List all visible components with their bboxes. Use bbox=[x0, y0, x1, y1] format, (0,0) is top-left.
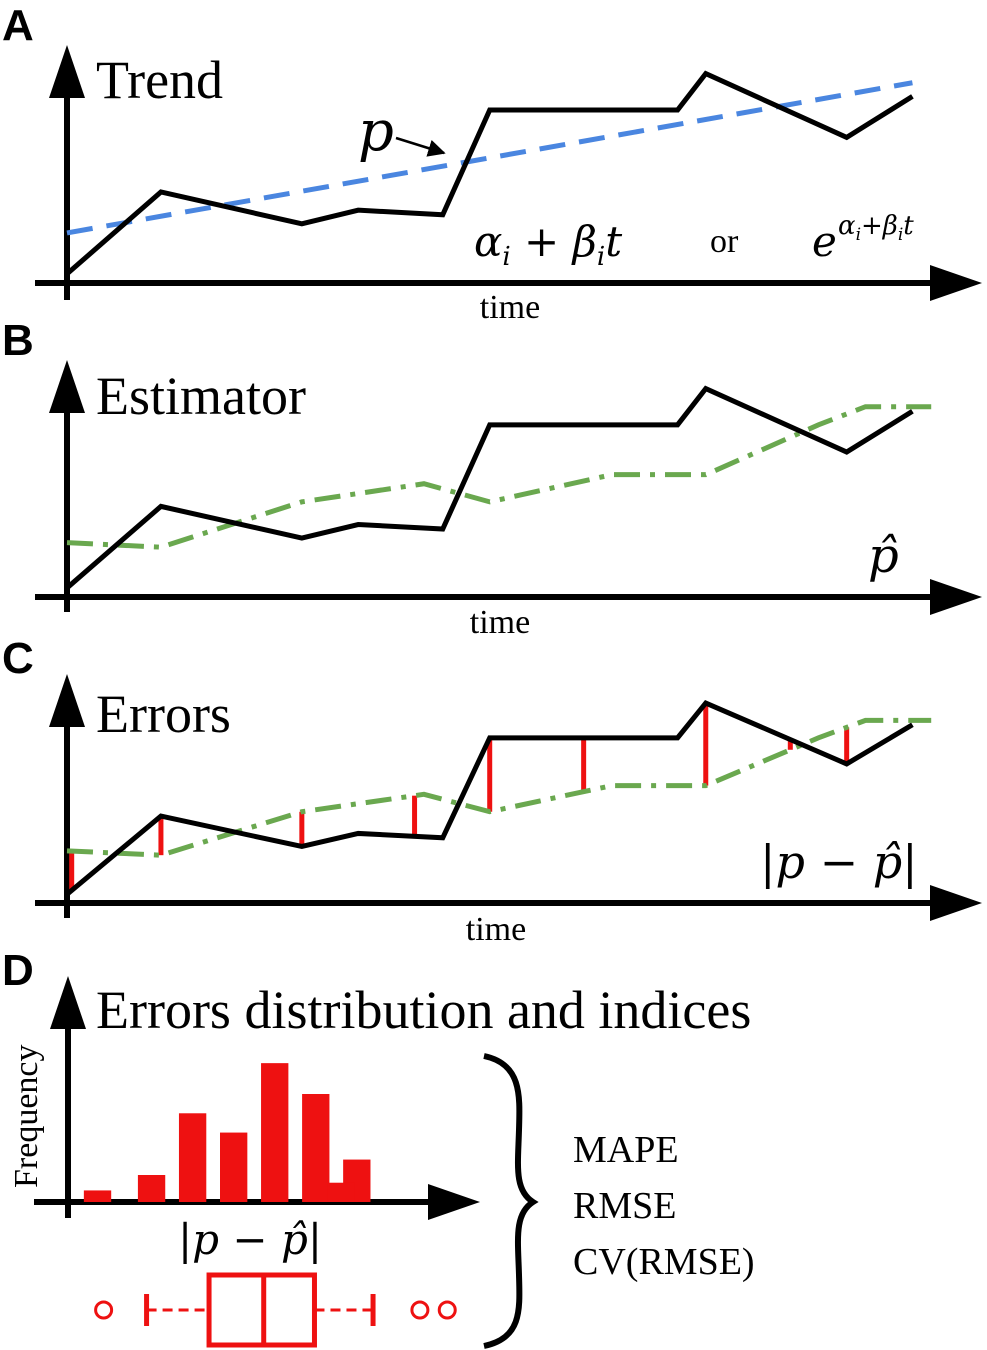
panel-c-abs-error-label: |p − p̂| bbox=[760, 835, 918, 889]
histogram-bar-4 bbox=[220, 1132, 248, 1202]
index-rmse: RMSE bbox=[573, 1185, 676, 1227]
panel-c-error-bars bbox=[69, 703, 850, 891]
svg-text:αi+βit: αi+βit bbox=[838, 211, 914, 245]
panel-d: D Errors distribution and indices Freque… bbox=[2, 946, 755, 1349]
panel-a-formula-linear: αi + βit bbox=[474, 217, 622, 272]
panel-b-series-p bbox=[65, 385, 914, 590]
panel-d-x-arrow bbox=[428, 1184, 480, 1220]
panel-d-x-label: |p − p̂| bbox=[178, 1215, 322, 1264]
panel-b-y-arrow bbox=[49, 360, 85, 413]
panel-c-x-arrow bbox=[930, 885, 982, 921]
panel-d-label: D bbox=[2, 946, 34, 995]
panel-a-p-label: p bbox=[358, 99, 394, 164]
panel-b-x-label: time bbox=[470, 604, 530, 641]
panel-a-x-label: time bbox=[480, 289, 540, 326]
panel-a-formula-exp-base: e bbox=[812, 217, 837, 266]
svg-text:αi + βit: αi + βit bbox=[474, 217, 622, 272]
panel-c: C Errors time |p − p̂| bbox=[2, 634, 982, 948]
boxplot-outlier-2 bbox=[410, 1300, 430, 1320]
panel-c-y-arrow bbox=[49, 674, 85, 727]
panel-a-series-p bbox=[65, 70, 914, 276]
boxplot-outlier-1 bbox=[94, 1300, 114, 1320]
panel-c-x-label: time bbox=[466, 911, 526, 948]
panel-c-series-p bbox=[65, 699, 914, 897]
index-cv-rmse: CV(RMSE) bbox=[573, 1241, 755, 1283]
histogram-bar-2 bbox=[137, 1175, 166, 1202]
panel-a-p-pointer-arrow bbox=[395, 136, 446, 157]
panel-d-y-label: Frequency bbox=[8, 1044, 45, 1188]
panel-d-y-arrow bbox=[50, 976, 86, 1029]
panel-b-label: B bbox=[2, 316, 34, 365]
panel-a-formula-or: or bbox=[710, 223, 739, 260]
panel-b-estimator-line bbox=[66, 404, 932, 550]
boxplot-outlier-3 bbox=[437, 1300, 457, 1320]
panel-a: A Trend time p αi + βit or e αi+βit bbox=[2, 1, 982, 326]
histogram-bar-3 bbox=[178, 1113, 207, 1202]
panel-c-label: C bbox=[2, 634, 34, 683]
panel-b-title: Estimator bbox=[96, 366, 306, 426]
index-mape: MAPE bbox=[573, 1129, 679, 1171]
panel-a-x-arrow bbox=[930, 265, 982, 301]
panel-a-label: A bbox=[2, 1, 34, 50]
panel-b: B Estimator time p̂ bbox=[2, 316, 982, 641]
panel-a-formula-exp: e αi+βit bbox=[812, 211, 914, 266]
panel-a-y-arrow bbox=[49, 45, 85, 98]
panel-a-title: Trend bbox=[96, 50, 223, 110]
panel-d-title: Errors distribution and indices bbox=[96, 980, 751, 1040]
panel-d-histogram bbox=[83, 1063, 371, 1202]
panel-b-phat-label: p̂ bbox=[868, 528, 899, 584]
histogram-bar-5 bbox=[261, 1063, 289, 1202]
panel-b-x-arrow bbox=[930, 579, 982, 615]
panel-c-title: Errors bbox=[96, 684, 231, 744]
panel-a-trend-line bbox=[66, 80, 913, 236]
panel-d-curly-brace bbox=[483, 1053, 539, 1349]
histogram-bar-8 bbox=[327, 1182, 355, 1202]
histogram-bar-6 bbox=[302, 1094, 330, 1202]
panel-d-boxplot bbox=[94, 1272, 457, 1348]
histogram-bar-1 bbox=[83, 1190, 112, 1202]
